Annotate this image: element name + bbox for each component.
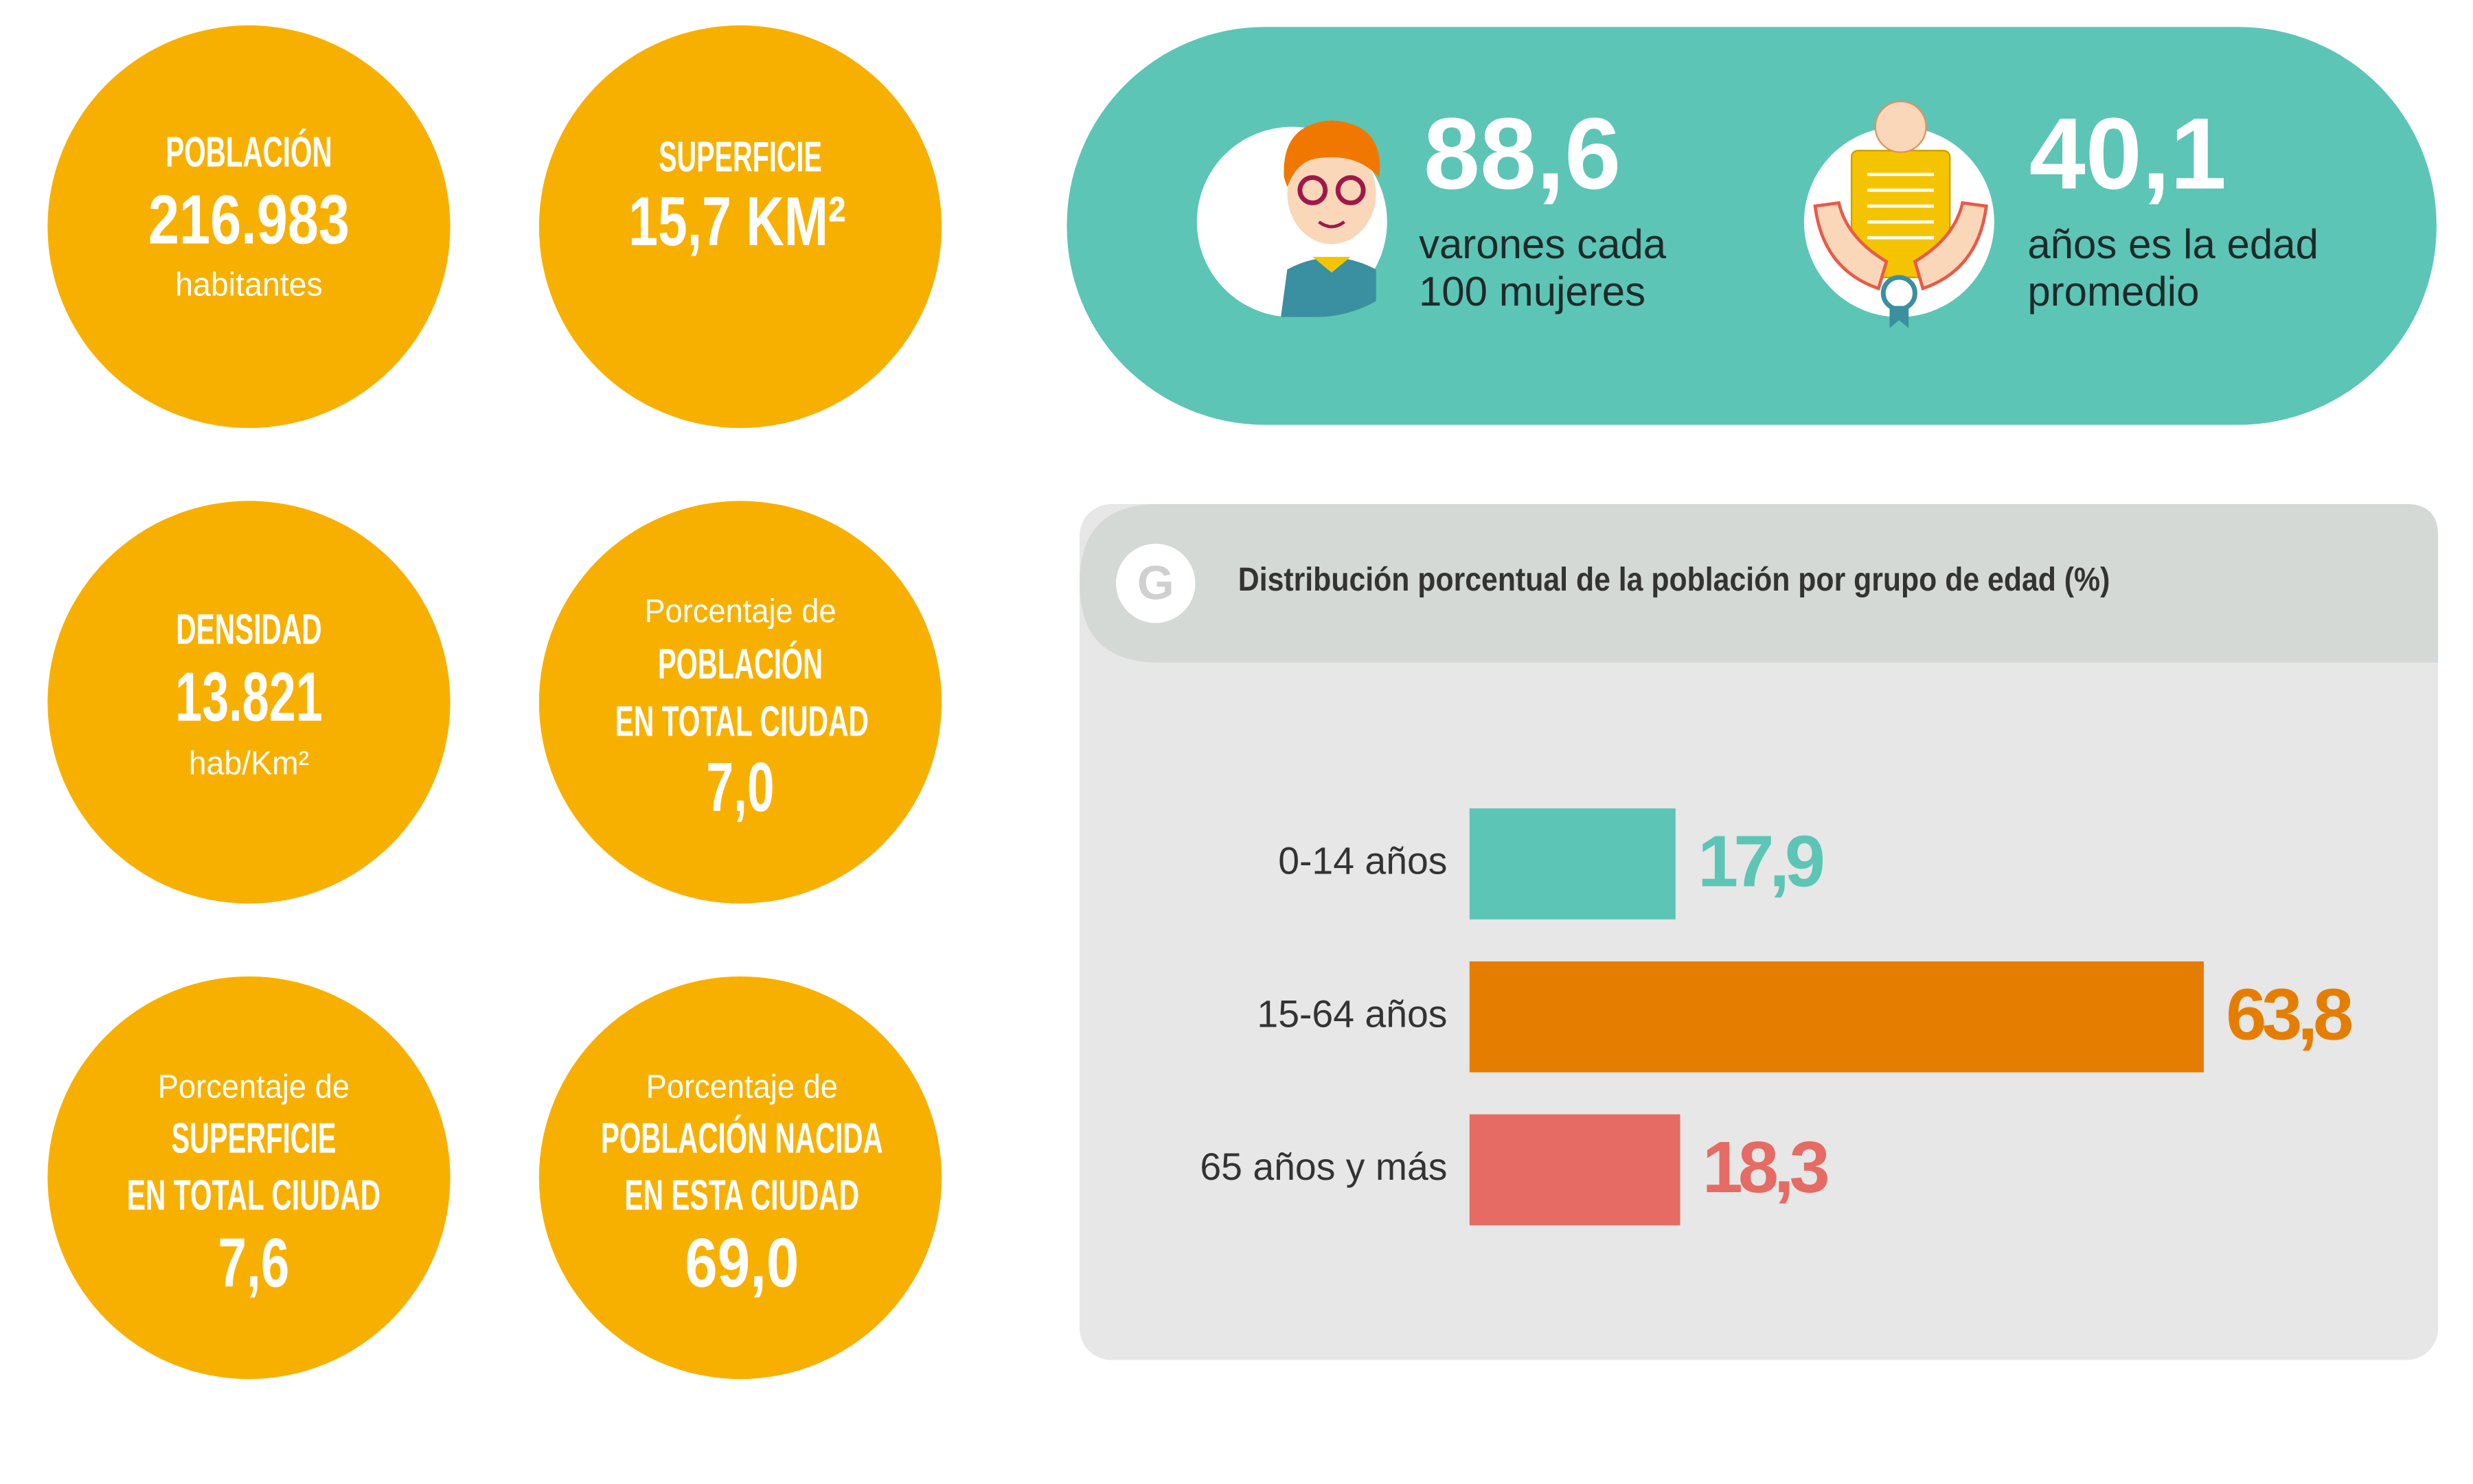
- badge-letter: G: [1137, 556, 1174, 609]
- highlight-text: 100 mujeres: [1419, 269, 1645, 315]
- chart-header: [1079, 504, 2439, 663]
- chart-title: Distribución porcentual de la población …: [1238, 561, 2110, 598]
- stat-circle: [47, 501, 451, 904]
- highlight-text: varones cada: [1419, 221, 1667, 267]
- stat-value: 216.983: [148, 181, 350, 259]
- stat-title: POBLACIÓN: [658, 640, 823, 688]
- stat-title: POBLACIÓN NACIDA: [601, 1114, 883, 1162]
- category-label: 65 años y más: [1200, 1145, 1447, 1188]
- bar: [1469, 808, 1676, 920]
- stat-title: SUPERFICIE: [171, 1115, 336, 1162]
- value-label: 63,8: [2226, 973, 2351, 1055]
- circles: [47, 25, 942, 1380]
- stat-title: EN TOTAL CIUDAD: [127, 1172, 380, 1220]
- bar: [1469, 1114, 1680, 1226]
- stat-title: POBLACIÓN: [166, 128, 332, 176]
- stat-title: EN TOTAL CIUDAD: [615, 698, 869, 745]
- stat-prefix: Porcentaje de: [644, 593, 836, 630]
- stat-unit: hab/Km²: [189, 745, 309, 782]
- stat-value: 7,6: [218, 1223, 289, 1301]
- category-label: 15-64 años: [1257, 992, 1447, 1035]
- value-label: 17,9: [1698, 821, 1823, 902]
- stat-title: SUPERFICIE: [659, 134, 822, 181]
- baby-certificate-icon: [1813, 100, 1988, 328]
- highlight-text: años es la edad: [2027, 221, 2318, 267]
- highlight-value: 88,6: [1424, 97, 1621, 210]
- stat-circle: [47, 25, 451, 429]
- stat-prefix: Porcentaje de: [646, 1069, 838, 1106]
- stat-title: EN ESTA CIUDAD: [625, 1172, 860, 1220]
- boy-icon: [1281, 120, 1380, 317]
- stat-value: 15,7 KM²: [628, 182, 845, 260]
- stat-circle: [538, 501, 942, 904]
- stat-unit: habitantes: [175, 266, 323, 304]
- stat-value: 13.821: [175, 657, 323, 735]
- badge: [1116, 543, 1196, 624]
- stat-value: 69,0: [685, 1223, 799, 1301]
- highlight-text: promedio: [2027, 269, 2199, 315]
- value-label: 18,3: [1702, 1126, 1828, 1208]
- highlight-panel: [1067, 27, 2437, 425]
- category-label: 0-14 años: [1278, 840, 1447, 882]
- stat-circle: [538, 25, 942, 429]
- bar: [1469, 961, 2204, 1073]
- stat-value: 7,0: [706, 748, 774, 826]
- stat-title: DENSIDAD: [176, 606, 321, 653]
- highlight-value: 40,1: [2029, 97, 2227, 210]
- stat-prefix: Porcentaje de: [158, 1069, 350, 1106]
- stat-circle: [538, 976, 942, 1380]
- bars: 0-14 años 17,9 15-64 años 63,8 65 años y más…: [1200, 808, 2356, 1226]
- stat-circle: [47, 976, 451, 1380]
- chart-panel: [1079, 504, 2439, 1360]
